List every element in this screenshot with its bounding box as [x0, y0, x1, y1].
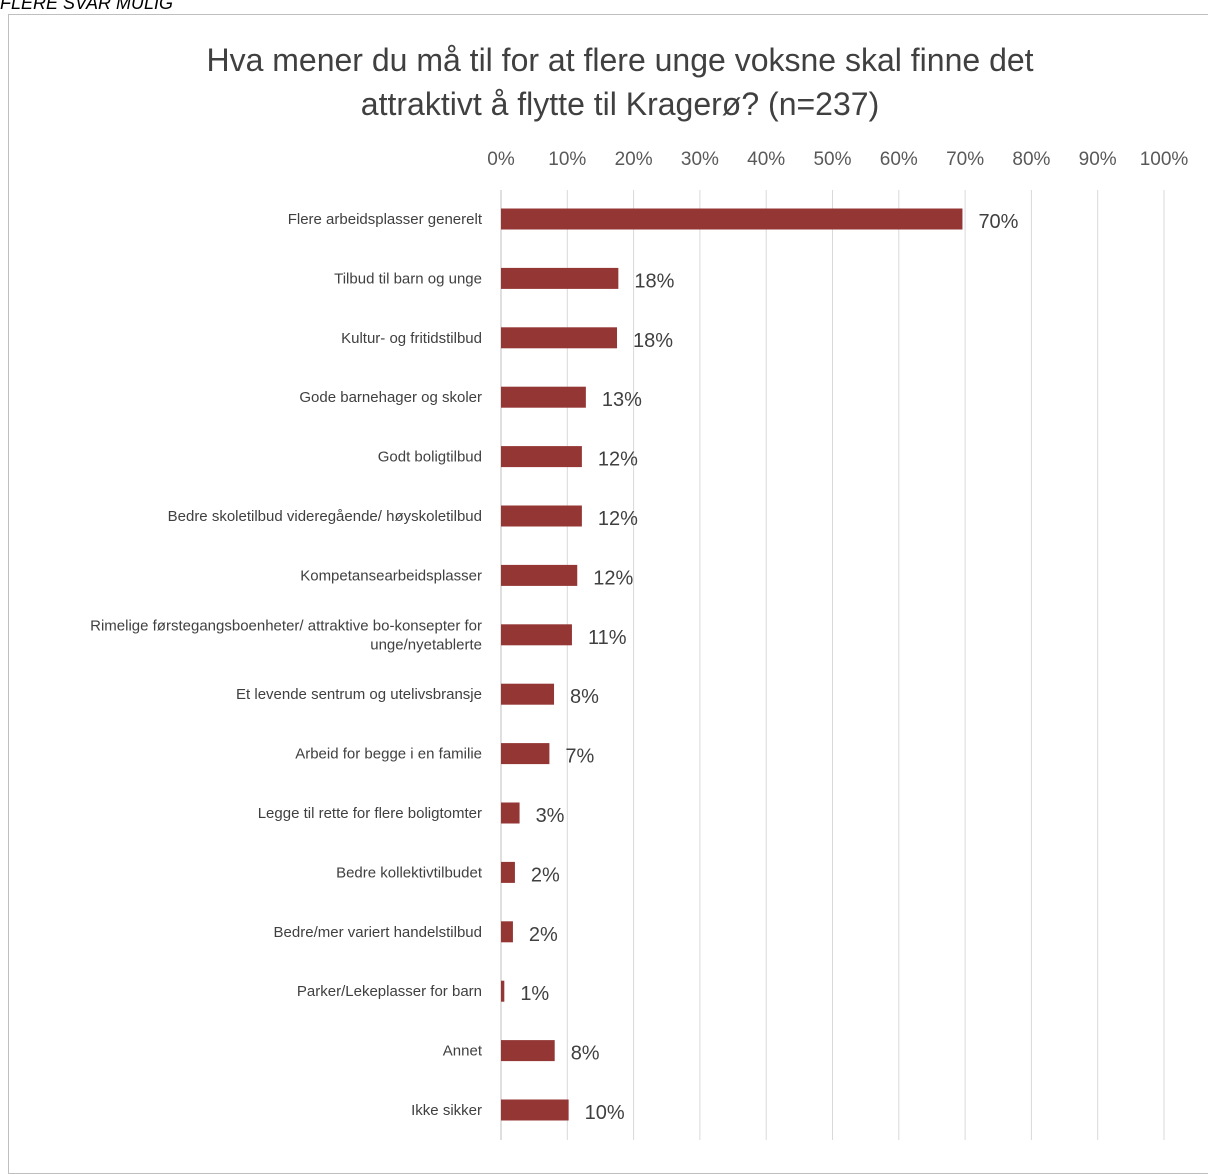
category-label: Kultur- og fritidstilbud [341, 330, 482, 347]
x-tick-label: 100% [1140, 149, 1189, 170]
bar [501, 683, 555, 705]
data-label: 70% [978, 211, 1018, 233]
bar [501, 505, 582, 527]
bar [501, 743, 550, 765]
chart-title-line-1: Hva mener du må til for at flere unge vo… [206, 42, 1034, 78]
data-label: 3% [536, 805, 565, 827]
data-label: 18% [633, 330, 673, 352]
data-label: 12% [593, 567, 633, 589]
category-label: Kompetansearbeidsplasser [300, 567, 482, 584]
bar [501, 267, 619, 289]
bar [501, 1099, 569, 1121]
data-label: 13% [602, 389, 642, 411]
data-label: 8% [571, 1043, 600, 1065]
bar [501, 446, 582, 468]
data-label: 2% [531, 864, 560, 886]
bar [501, 327, 618, 349]
x-tick-label: 80% [1012, 149, 1050, 170]
category-label: Godt boligtilbud [378, 449, 482, 466]
x-tick-label: 10% [548, 149, 586, 170]
x-tick-label: 70% [946, 149, 984, 170]
x-tick-label: 20% [615, 149, 653, 170]
x-tick-label: 60% [880, 149, 918, 170]
bar [501, 1040, 555, 1062]
category-label: Arbeid for begge i en familie [295, 746, 482, 763]
bar [501, 208, 963, 230]
bar [501, 980, 505, 1002]
data-label: 18% [634, 270, 674, 292]
chart-title-line-2: attraktivt å flytte til Kragerø? (n=237) [360, 86, 880, 122]
bar [501, 386, 586, 408]
category-label: Flere arbeidsplasser generelt [288, 211, 483, 228]
category-label: Legge til rette for flere boligtomter [258, 805, 482, 822]
category-label: Annet [443, 1043, 483, 1060]
data-label: 12% [598, 449, 638, 471]
x-tick-label: 30% [681, 149, 719, 170]
category-label: Et levende sentrum og utelivsbransje [236, 686, 482, 703]
x-tick-label: 0% [487, 149, 515, 170]
bar [501, 624, 572, 646]
category-label: Rimelige førstegangsboenheter/ attraktiv… [90, 617, 482, 653]
data-label: 10% [585, 1102, 625, 1124]
bar [501, 564, 578, 586]
category-label: Ikke sikker [411, 1102, 482, 1119]
bar [501, 861, 515, 883]
data-label: 7% [565, 746, 594, 768]
data-label: 11% [588, 627, 627, 649]
chart-title: Hva mener du må til for at flere unge vo… [120, 38, 1120, 126]
x-tick-label: 90% [1079, 149, 1117, 170]
data-label: 8% [570, 686, 599, 708]
data-label: 12% [598, 508, 638, 530]
header-note: FLERE SVAR MULIG [0, 0, 174, 13]
category-label: Gode barnehager og skoler [299, 389, 482, 406]
category-label: Bedre/mer variert handelstilbud [274, 924, 482, 941]
category-label: Bedre kollektivtilbudet [336, 864, 483, 881]
category-label: Bedre skoletilbud videregående/ høyskole… [168, 508, 482, 525]
data-label: 2% [529, 924, 558, 946]
category-label: Tilbud til barn og unge [334, 270, 482, 287]
bar [501, 921, 513, 943]
x-tick-label: 40% [747, 149, 785, 170]
x-tick-label: 50% [813, 149, 851, 170]
category-label: Parker/Lekeplasser for barn [297, 983, 482, 1000]
bar [501, 802, 520, 824]
data-label: 1% [520, 983, 549, 1005]
